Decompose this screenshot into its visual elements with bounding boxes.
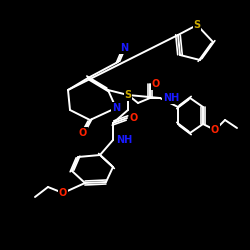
Text: O: O bbox=[79, 128, 87, 138]
Text: O: O bbox=[211, 125, 219, 135]
Text: S: S bbox=[194, 20, 200, 30]
Text: S: S bbox=[124, 90, 132, 100]
Text: NH: NH bbox=[163, 93, 179, 103]
Text: N: N bbox=[120, 43, 128, 53]
Text: O: O bbox=[130, 113, 138, 123]
Text: O: O bbox=[152, 79, 160, 89]
Text: NH: NH bbox=[116, 135, 132, 145]
Text: N: N bbox=[112, 103, 120, 113]
Text: O: O bbox=[59, 188, 67, 198]
